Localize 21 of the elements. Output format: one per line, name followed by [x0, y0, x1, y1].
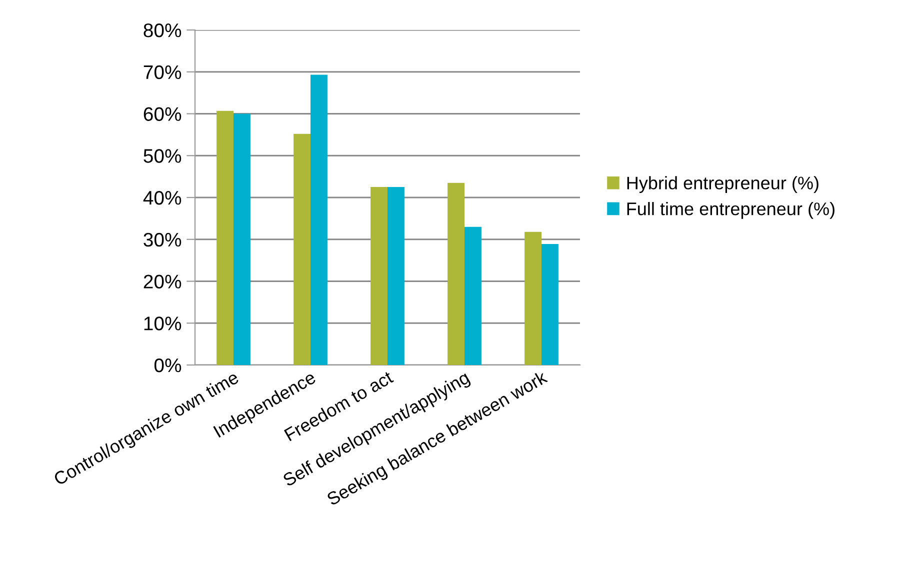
legend-label: Hybrid entrepreneur (%)	[627, 176, 818, 193]
y-tick-label: 30%	[144, 232, 182, 247]
bar	[464, 226, 482, 365]
y-tick-label: 10%	[144, 316, 182, 330]
y-tick-label: 50%	[144, 149, 182, 163]
y-tick-label: 0%	[154, 358, 182, 372]
bar	[234, 114, 250, 365]
bar	[216, 110, 234, 365]
y-tick-label: 20%	[144, 274, 182, 288]
legend-label: Full time entrepreneur (%)	[627, 202, 834, 219]
bar	[388, 187, 404, 365]
bar	[370, 187, 388, 365]
bar	[448, 182, 464, 365]
bar	[294, 134, 310, 365]
y-tick-label: 80%	[144, 23, 182, 38]
y-tick-label: 60%	[144, 107, 182, 121]
y-tick-label: 40%	[143, 190, 182, 205]
bar	[524, 232, 542, 365]
bar	[310, 74, 328, 365]
y-tick-label: 70%	[144, 65, 182, 80]
bar	[542, 244, 558, 365]
